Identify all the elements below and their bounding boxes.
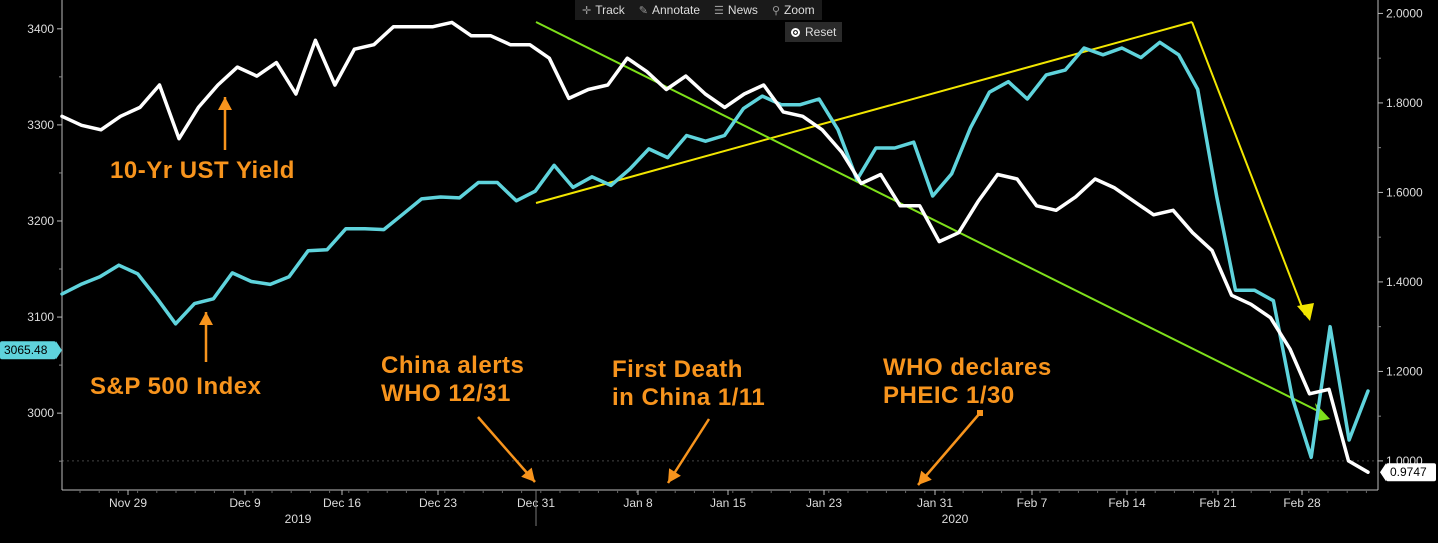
- series-lines: [60, 20, 1370, 474]
- yield-annotation-arrow-head: [218, 97, 232, 110]
- x-tick-label: Feb 7: [1017, 496, 1048, 510]
- year-label: 2019: [285, 512, 312, 526]
- sp500-last-value-flag: [0, 341, 56, 360]
- sp500-annotation-arrow-head: [199, 312, 213, 325]
- yellow-arrowhead: [1297, 303, 1314, 321]
- first-death-annotation: First Death in China 1/11: [612, 356, 766, 411]
- magnifier-icon: ⚲: [771, 4, 780, 17]
- reset-label: Reset: [805, 25, 837, 39]
- annotate-button[interactable]: ✎ Annotate: [632, 0, 707, 20]
- axes: 300031003200330034001.00001.20001.40001.…: [27, 0, 1423, 526]
- left-tick-label: 3000: [27, 406, 54, 420]
- yield-line: [60, 20, 1370, 474]
- left-tick-label: 3100: [27, 310, 54, 324]
- x-tick-label: Dec 16: [323, 496, 361, 510]
- x-tick-label: Dec 9: [229, 496, 261, 510]
- who-pheic-arrow-head: [918, 470, 932, 485]
- left-tick-label: 3400: [27, 22, 54, 36]
- who-arrow-tail: [977, 410, 983, 416]
- zoom-button[interactable]: ⚲ Zoom: [765, 0, 822, 20]
- x-tick-label: Feb 28: [1283, 496, 1321, 510]
- x-tick-label: Jan 8: [623, 496, 653, 510]
- chart-toolbar: ✛ Track ✎ Annotate ☰ News ⚲ Zoom: [575, 0, 822, 20]
- sp500-annotation: S&P 500 Index: [90, 373, 262, 400]
- right-tick-label: 1.8000: [1386, 96, 1423, 110]
- sp500-line: [60, 40, 1370, 460]
- x-tick-label: Feb 21: [1199, 496, 1237, 510]
- right-tick-label: 1.6000: [1386, 185, 1423, 199]
- zoom-label: Zoom: [784, 3, 815, 17]
- right-tick-label: 2.0000: [1386, 6, 1423, 20]
- x-tick-label: Jan 15: [710, 496, 746, 510]
- china-alert-arrow: [477, 416, 536, 483]
- x-tick-label: Jan 23: [806, 496, 842, 510]
- annotate-label: Annotate: [652, 3, 701, 17]
- news-label: News: [727, 3, 758, 17]
- track-label: Track: [595, 3, 625, 17]
- right-tick-label: 1.2000: [1386, 364, 1423, 378]
- sp500-last-value: 3065.48: [4, 343, 48, 357]
- x-tick-label: Feb 14: [1108, 496, 1146, 510]
- yield-last-value-flag: [1386, 463, 1436, 482]
- x-tick-label: Nov 29: [109, 496, 147, 510]
- who-pheic-annotation: WHO declares PHEIC 1/30: [883, 354, 1052, 409]
- first-death-arrow-head: [668, 468, 681, 483]
- china-alert-annotation: China alerts WHO 12/31: [381, 352, 525, 407]
- annotation-arrows: [199, 97, 983, 486]
- crosshair-icon: ✛: [582, 4, 592, 17]
- china-alert-arrow-head: [521, 467, 535, 482]
- news-icon: ☰: [714, 4, 724, 17]
- x-tick-label: Jan 31: [917, 496, 953, 510]
- who-pheic-arrow: [917, 412, 981, 486]
- reset-button[interactable]: Reset: [785, 22, 843, 42]
- last-value-flags: 3065.48 0.9747: [0, 341, 1436, 482]
- news-button[interactable]: ☰ News: [707, 0, 765, 20]
- track-button[interactable]: ✛ Track: [575, 0, 632, 20]
- yellow-trend-up: [535, 21, 1193, 204]
- sp500-flag-tip: [56, 341, 62, 360]
- year-label: 2020: [942, 512, 969, 526]
- right-tick-label: 1.4000: [1386, 275, 1423, 289]
- left-tick-label: 3200: [27, 214, 54, 228]
- pencil-icon: ✎: [638, 4, 648, 17]
- left-tick-label: 3300: [27, 118, 54, 132]
- x-tick-label: Dec 23: [419, 496, 457, 510]
- yield-last-value: 0.9747: [1390, 465, 1427, 479]
- yellow-trend-down: [1191, 21, 1306, 316]
- yield-annotation: 10-Yr UST Yield: [110, 157, 295, 184]
- yield-flag-tip: [1380, 463, 1386, 482]
- reset-icon: [791, 27, 800, 37]
